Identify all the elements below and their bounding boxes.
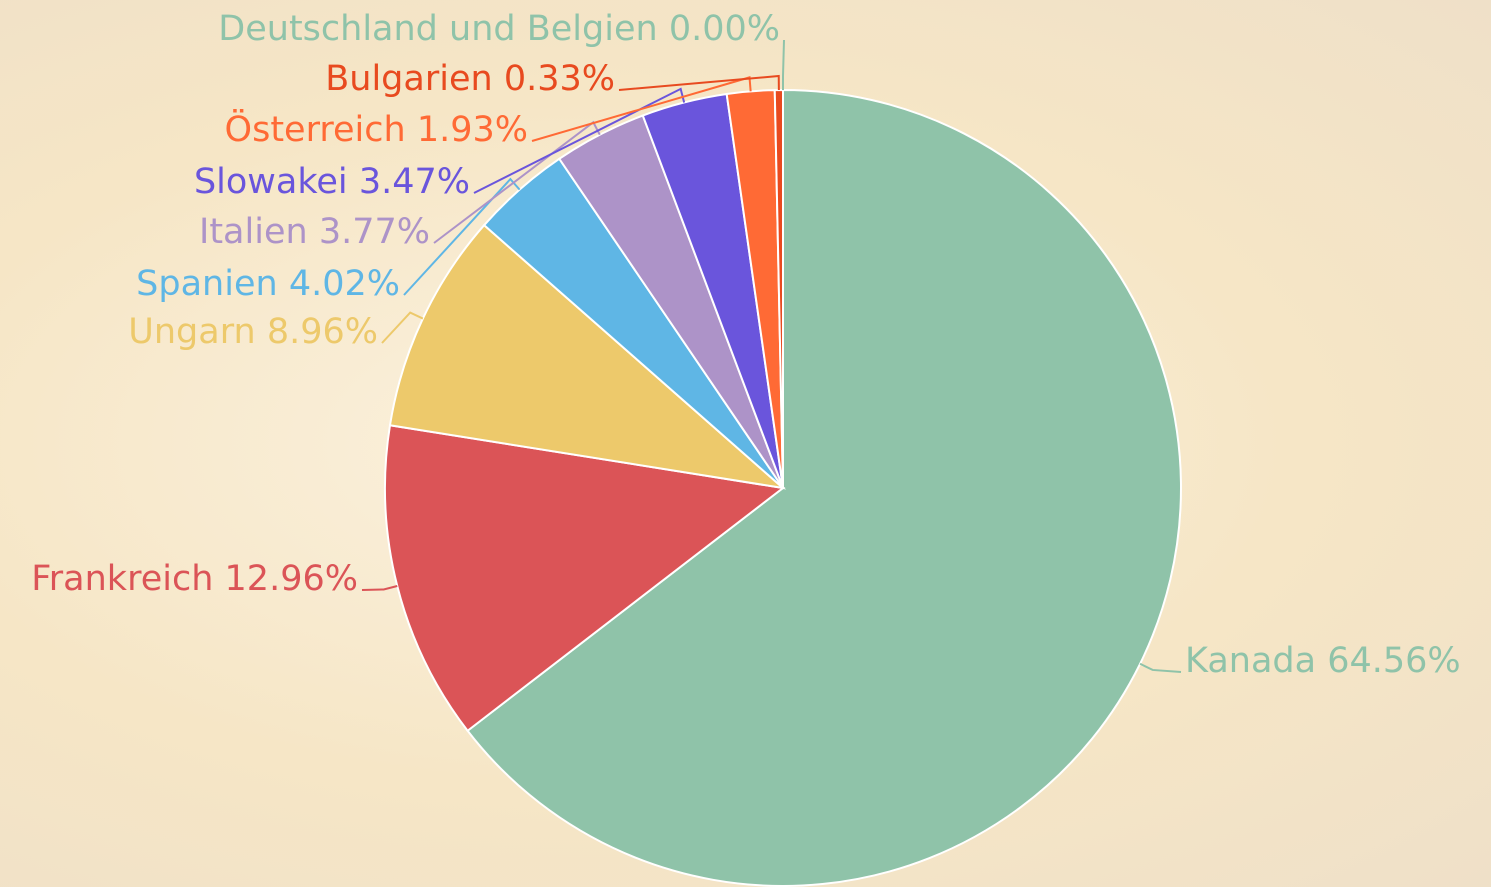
slice-category: Frankreich: [31, 559, 213, 599]
slice-label: Deutschland und Belgien 0.00%: [218, 9, 780, 49]
slice-label: Frankreich 12.96%: [31, 559, 358, 599]
slice-value: 8.96%: [267, 312, 378, 352]
slice-value: 0.00%: [669, 9, 780, 49]
slice-value: 12.96%: [225, 559, 358, 599]
slice-value: 4.02%: [289, 264, 400, 304]
slice-category: Slowakei: [194, 162, 348, 202]
slice-value: 3.47%: [359, 162, 470, 202]
slice-value: 1.93%: [417, 110, 528, 150]
slice-category: Bulgarien: [325, 59, 492, 99]
slice-label: Kanada 64.56%: [1185, 641, 1461, 681]
slice-label: Spanien 4.02%: [136, 264, 400, 304]
slice-category: Deutschland und Belgien: [218, 9, 657, 49]
slice-value: 0.33%: [504, 59, 615, 99]
slice-category: Kanada: [1185, 641, 1316, 681]
slice-value: 3.77%: [319, 212, 430, 252]
slice-category: Österreich: [225, 108, 406, 150]
slice-label: Ungarn 8.96%: [128, 312, 378, 352]
slice-category: Ungarn: [128, 312, 255, 352]
slice-label: Slowakei 3.47%: [194, 162, 470, 202]
slice-label: Österreich 1.93%: [225, 108, 528, 150]
chart: Kanada 64.56% Frankreich 12.96% Ungarn 8.9…: [0, 0, 1491, 887]
slice-category: Spanien: [136, 264, 278, 304]
leader-line: [1140, 664, 1181, 672]
slice-value: 64.56%: [1327, 641, 1460, 681]
leader-line: [362, 586, 397, 590]
slice-label: Bulgarien 0.33%: [325, 59, 615, 99]
leader-line: [783, 40, 784, 90]
slice-category: Italien: [199, 212, 308, 252]
leader-line: [619, 76, 779, 90]
slice-label: Italien 3.77%: [199, 212, 430, 252]
